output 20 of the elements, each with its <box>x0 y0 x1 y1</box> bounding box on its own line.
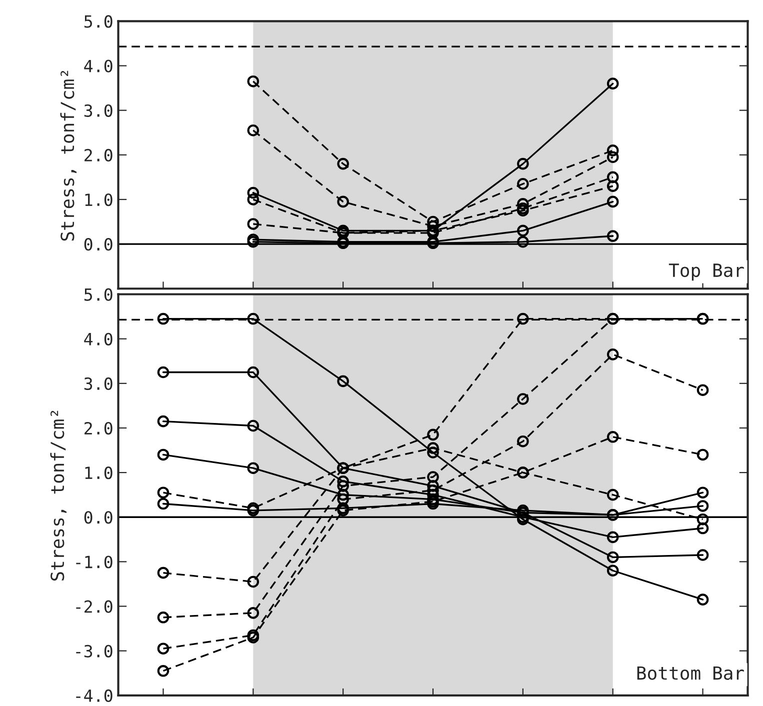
y-axis-title: Stress, tonf/cm² <box>50 410 66 581</box>
y-axis-title: Stress, tonf/cm² <box>60 70 77 241</box>
y-tick-label: 5.0 <box>84 288 112 301</box>
y-tick-label: 1.0 <box>85 466 112 480</box>
y-tick-label: 5.0 <box>84 15 112 28</box>
y-tick-label: -1.0 <box>76 556 112 568</box>
y-tick-label: 2.0 <box>84 422 112 435</box>
annotation: Bottom Bar <box>637 666 744 680</box>
y-tick-label: 0.0 <box>84 238 112 251</box>
annotation: Top Bar <box>668 264 744 281</box>
y-tick-label: -2.0 <box>76 600 112 613</box>
y-tick-label: -3.0 <box>76 644 112 658</box>
y-tick-label: 3.0 <box>84 104 112 117</box>
y-tick-label: 1.0 <box>85 193 112 206</box>
y-tick-label: 3.0 <box>84 377 112 390</box>
y-tick-label: 2.0 <box>84 148 112 162</box>
y-tick-label: 0.0 <box>84 511 112 524</box>
y-tick-label: 4.0 <box>84 60 112 72</box>
y-tick-label: 4.0 <box>84 332 112 346</box>
y-tick-label: -4.0 <box>76 689 112 702</box>
